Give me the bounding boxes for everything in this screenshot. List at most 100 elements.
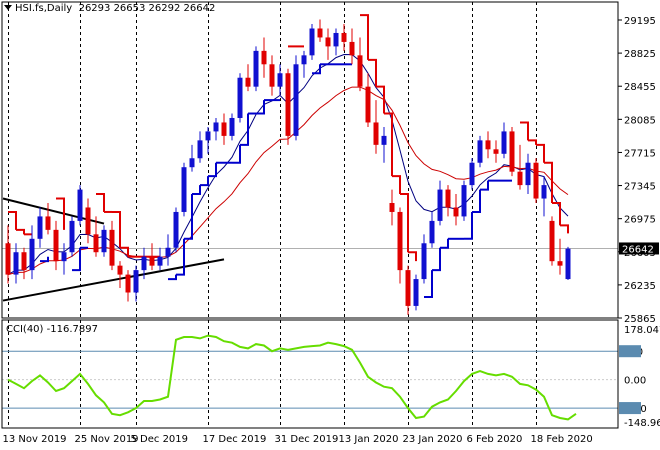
chart-header: HSI.fs,Daily 26293 26653 26292 26642: [4, 3, 215, 14]
trailing-stop-support: [472, 189, 481, 213]
bull-candle: [205, 131, 211, 141]
trailing-stop-resistance: [552, 202, 561, 226]
y-tick-label: 25865: [624, 314, 656, 325]
trailing-stop-support: [312, 64, 321, 75]
bear-candle: [357, 55, 363, 87]
y-tick-label: 27345: [624, 182, 656, 193]
bull-candle: [197, 140, 203, 159]
trailing-stop-resistance: [544, 161, 553, 204]
trailing-stop-support: [256, 100, 265, 115]
trailing-stop-resistance: [120, 246, 129, 257]
x-tick-label: 13 Jan 2020: [339, 434, 399, 445]
bear-candle: [349, 41, 355, 56]
bull-candle: [525, 162, 531, 186]
x-tick-label: 13 Nov 2019: [3, 434, 67, 445]
bear-candle: [269, 64, 275, 87]
bull-candle: [173, 211, 179, 248]
bear-candle: [261, 50, 267, 65]
dropdown-triangle-icon[interactable]: [4, 5, 12, 10]
bull-candle: [293, 64, 299, 136]
y-tick-label: 26975: [624, 215, 656, 226]
bear-candle: [453, 207, 459, 217]
bear-candle: [509, 131, 515, 172]
bear-candle: [397, 211, 403, 271]
indicator-name: CCI(40): [6, 324, 44, 335]
bull-candle: [141, 256, 147, 271]
bear-candle: [365, 86, 371, 123]
cci-tick-label: 0.00: [624, 376, 646, 387]
bear-candle: [93, 234, 99, 253]
indicator-header: CCI(40) -116.7897: [6, 324, 98, 335]
trailing-stop-resistance: [360, 14, 369, 60]
trailing-stop-resistance: [376, 85, 385, 114]
bull-candle: [189, 158, 195, 168]
trailing-stop-resistance: [8, 210, 17, 230]
trailing-stop-resistance: [408, 251, 417, 262]
x-tick-label: 5 Dec 2019: [131, 434, 189, 445]
trailing-stop-support: [424, 270, 433, 298]
y-tick-label: 27715: [624, 148, 656, 159]
bull-candle: [309, 28, 315, 56]
trailing-stop-resistance: [368, 58, 377, 87]
bull-candle: [429, 220, 435, 244]
price-panel-frame: [1, 1, 619, 319]
bear-candle: [245, 77, 251, 87]
price-panel: [2, 2, 618, 318]
cci-panel: [2, 320, 618, 428]
bear-candle: [341, 32, 347, 42]
bear-candle: [109, 229, 115, 266]
bear-candle: [53, 229, 59, 262]
x-tick-label: 31 Dec 2019: [275, 434, 339, 445]
bull-candle: [157, 256, 163, 266]
y-tick-label: 28825: [624, 49, 656, 60]
bear-candle: [325, 37, 331, 47]
bear-candle: [221, 122, 227, 136]
bull-candle: [69, 220, 75, 253]
bull-candle: [165, 247, 171, 257]
bear-candle: [117, 265, 123, 275]
trailing-stop-resistance: [536, 143, 545, 163]
cci-line: [7, 334, 577, 421]
trailing-stop-resistance: [400, 193, 409, 253]
ohlc-values: 26293 26653 26292 26642: [78, 3, 216, 14]
bull-candle: [461, 185, 467, 217]
trailing-stop-support: [232, 144, 241, 164]
y-tick-label: 28455: [624, 82, 656, 93]
bull-candle: [381, 135, 387, 145]
trailing-stop-support: [168, 274, 177, 281]
trailing-stop-support: [72, 247, 81, 272]
trailing-stop-support: [200, 176, 209, 187]
trailing-stop-resistance: [96, 193, 105, 212]
bear-candle: [549, 220, 555, 262]
cci-panel-frame: [1, 319, 619, 429]
current-price-label: 26642: [622, 244, 654, 255]
bull-candle: [61, 252, 67, 262]
trailing-stop-support: [40, 256, 49, 263]
x-tick-label: 6 Feb 2020: [467, 434, 523, 445]
bull-candle: [477, 140, 483, 163]
cci-tick-label: 178.0476: [624, 325, 660, 336]
symbol-label: HSI.fs,Daily: [15, 3, 73, 14]
bear-candle: [485, 140, 491, 150]
trailing-stop-support: [208, 162, 217, 178]
bull-candle: [565, 248, 571, 280]
bull-candle: [13, 252, 19, 275]
bear-candle: [149, 256, 155, 266]
bull-candle: [237, 77, 243, 118]
bull-candle: [37, 216, 43, 239]
bear-candle: [85, 207, 91, 235]
trailing-stop-resistance: [528, 139, 537, 145]
bull-candle: [277, 73, 283, 87]
trailing-stop-support: [192, 185, 201, 196]
bear-candle: [557, 261, 563, 266]
trailing-stop-resistance: [56, 197, 65, 230]
indicator-value: -116.7897: [46, 324, 98, 335]
bear-candle: [445, 189, 451, 208]
trailing-stop-support: [240, 113, 249, 146]
trailing-stop-resistance: [520, 121, 529, 141]
cci-level-tag: [619, 345, 641, 358]
lower-trendline: [2, 258, 225, 302]
bear-candle: [405, 270, 411, 306]
cci-level-tag: [619, 402, 641, 415]
